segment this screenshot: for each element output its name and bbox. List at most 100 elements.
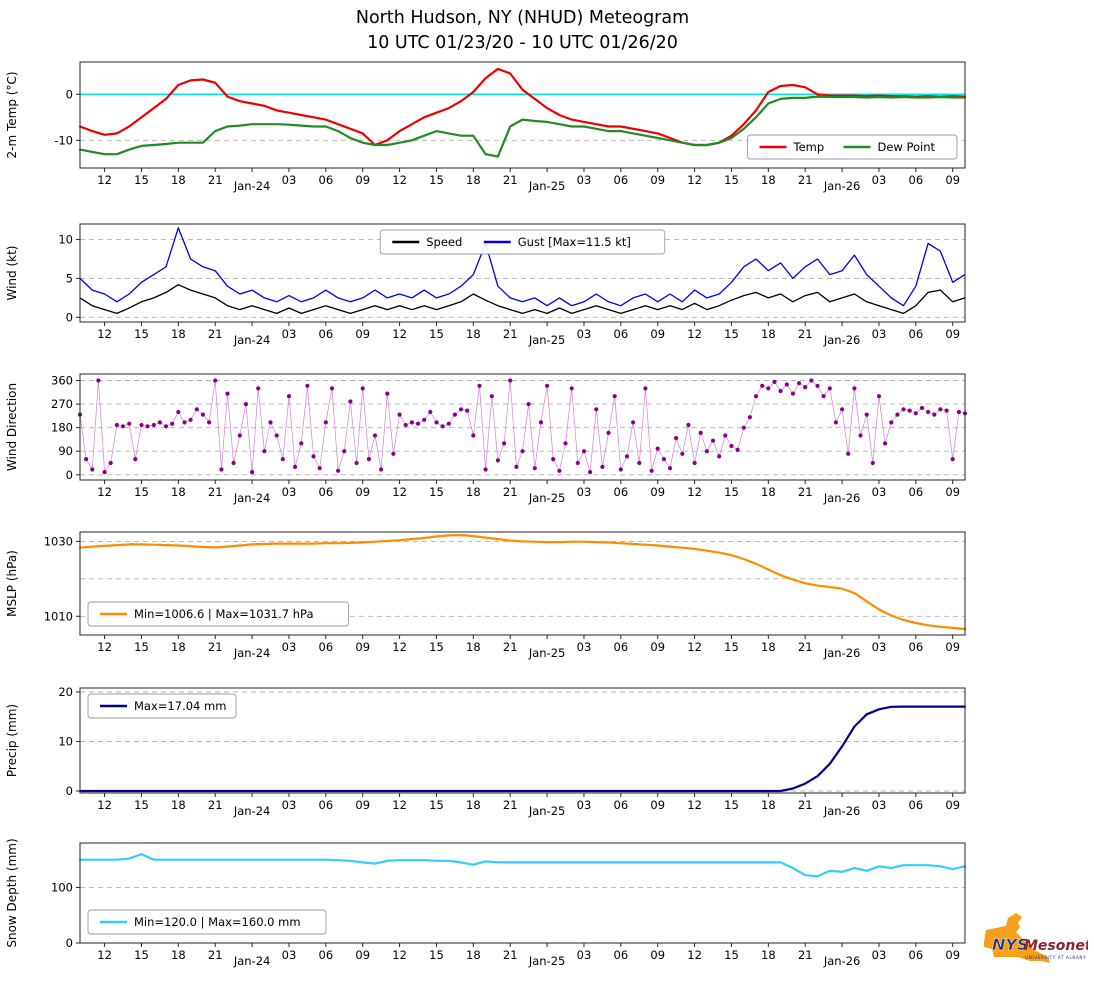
chart-title-line2: 10 UTC 01/23/20 - 10 UTC 01/26/20	[367, 33, 678, 53]
snow-depth-panel: 0 100 Snow Depth (mm) 12 15 18 21 Jan-24 03 06 09 1…	[5, 838, 967, 968]
series-marker	[741, 425, 746, 430]
y-tick-label: 0	[66, 936, 73, 950]
y-tick-label: 0	[66, 87, 73, 101]
series-marker	[784, 382, 789, 387]
series-marker	[680, 451, 685, 456]
series-marker	[833, 420, 839, 425]
x-tick-label: 21	[503, 948, 518, 962]
series-marker	[145, 424, 150, 429]
series-marker	[790, 391, 796, 396]
x-tick-label: 12	[97, 798, 112, 812]
x-tick-label: 03	[872, 798, 887, 812]
x-day-label: Jan-24	[233, 646, 271, 660]
x-tick-label: 18	[761, 173, 776, 187]
series-marker	[747, 415, 753, 420]
series-marker	[84, 457, 89, 462]
y-tick-label: 270	[51, 397, 73, 411]
x-tick-label: 21	[208, 640, 223, 654]
series-marker	[329, 386, 335, 391]
x-tick-label: 09	[355, 948, 370, 962]
series-marker	[385, 391, 390, 396]
series-marker	[932, 412, 937, 417]
series-marker	[797, 381, 802, 386]
precip-panel: 0 10 20 Precip (mm) 12 15 18 21 Jan-24 03 06 09 12 15…	[5, 685, 967, 818]
x-tick-label: 03	[872, 485, 887, 499]
series-marker	[458, 407, 464, 412]
y-tick-label: 100	[51, 880, 73, 894]
series-marker	[581, 449, 587, 454]
x-tick-label: 09	[355, 173, 370, 187]
y-tick-label: 1030	[44, 534, 73, 548]
series-marker	[852, 386, 857, 391]
series-marker	[809, 378, 814, 383]
x-tick-label: 18	[171, 327, 186, 341]
chart-title-line1: North Hudson, NY (NHUD) Meteogram	[355, 8, 690, 28]
series-marker	[864, 412, 869, 417]
series-marker	[188, 417, 193, 422]
x-tick-label: 21	[503, 327, 518, 341]
series-marker	[526, 402, 531, 407]
legend-box	[87, 693, 237, 719]
series-marker	[317, 466, 322, 471]
ny-state-shape	[984, 913, 1050, 963]
series-marker	[231, 460, 236, 466]
x-tick-label: 06	[614, 798, 629, 812]
series-marker	[944, 408, 949, 413]
temp-panel: 0 -10 2-m Temp (°C) 12 15 18 21 Jan-24 03 06 09 12 1…	[5, 61, 967, 193]
x-tick-label: 03	[872, 327, 887, 341]
panel-frame	[79, 223, 966, 323]
legend-box	[379, 229, 666, 255]
x-tick-label: 03	[872, 173, 887, 187]
series-marker	[372, 433, 378, 438]
x-tick-label: 21	[798, 173, 813, 187]
series-marker	[446, 421, 451, 426]
legend-label: Speed	[426, 235, 462, 249]
x-tick-label: 12	[392, 173, 407, 187]
series-marker	[207, 420, 212, 425]
panel-frame	[79, 531, 966, 636]
x-tick-label: 03	[282, 173, 297, 187]
series-connector	[79, 380, 966, 474]
x-tick-label: 21	[798, 327, 813, 341]
x-tick-label: 18	[466, 640, 481, 654]
x-tick-label: 21	[503, 485, 518, 499]
x-tick-label: 03	[872, 640, 887, 654]
x-tick-label: 21	[208, 948, 223, 962]
series-marker	[950, 457, 955, 462]
x-day-label: Jan-24	[233, 179, 271, 193]
series-marker	[151, 422, 156, 428]
x-tick-label: 12	[392, 798, 407, 812]
x-tick-label: 09	[650, 798, 665, 812]
series-marker	[477, 383, 482, 388]
x-day-label: Jan-26	[823, 804, 861, 818]
series-marker	[895, 412, 900, 417]
series-marker	[379, 467, 384, 472]
x-tick-label: 21	[208, 485, 223, 499]
series-marker	[342, 449, 347, 454]
x-tick-label: 18	[466, 485, 481, 499]
x-tick-label: 12	[97, 485, 112, 499]
y-axis-label: MSLP (hPa)	[5, 550, 19, 617]
x-day-label: Jan-26	[823, 954, 861, 968]
series-marker	[176, 409, 181, 415]
series-marker	[926, 409, 931, 415]
series-line	[79, 227, 966, 307]
series-marker	[428, 409, 433, 415]
x-day-label: Jan-25	[528, 646, 566, 660]
x-tick-label: 15	[724, 798, 739, 812]
x-tick-label: 18	[171, 485, 186, 499]
x-tick-label: 06	[319, 173, 334, 187]
y-tick-label: 20	[58, 685, 73, 699]
x-tick-label: 15	[429, 327, 444, 341]
y-axis-label: 2-m Temp (°C)	[5, 71, 19, 158]
series-marker	[698, 430, 703, 435]
legend-label: Min=1006.6 | Max=1031.7 hPa	[134, 607, 314, 621]
series-marker	[262, 449, 267, 454]
series-marker	[840, 407, 845, 412]
y-axis-label: Wind (kt)	[5, 246, 19, 301]
series-marker	[753, 394, 759, 399]
series-marker	[717, 454, 722, 459]
logo-mesonet-text: Mesonet	[1024, 938, 1088, 954]
x-tick-label: 15	[429, 173, 444, 187]
